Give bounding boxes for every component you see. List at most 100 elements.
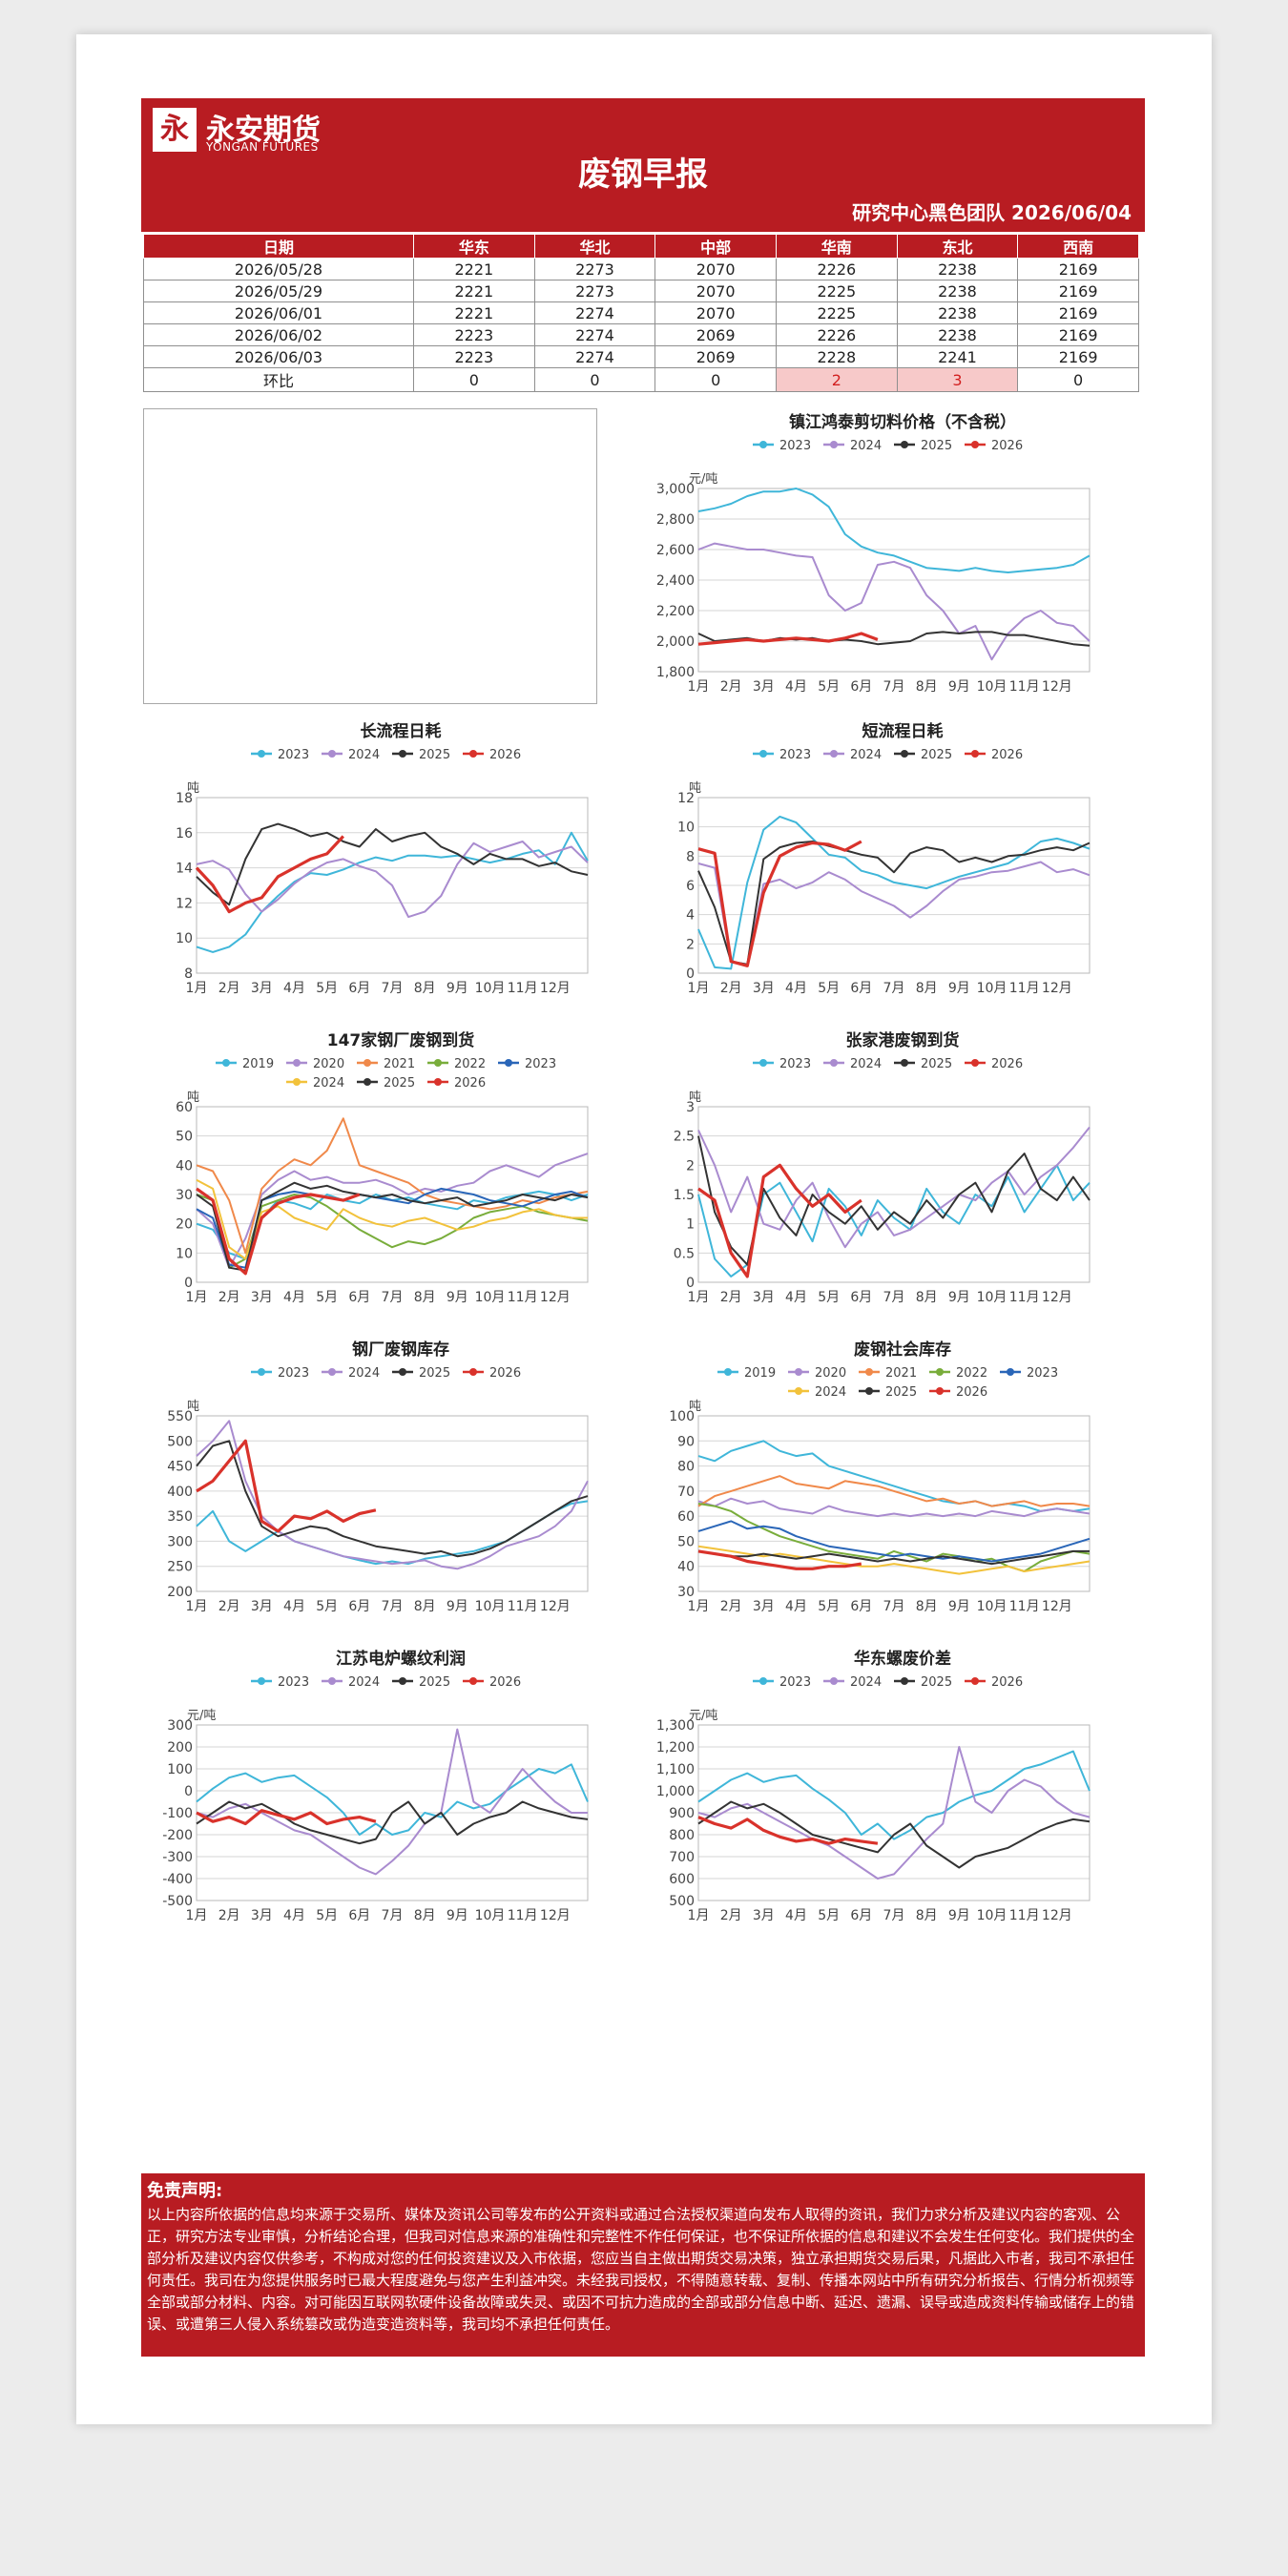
- price-cell: 2221: [413, 258, 535, 280]
- legend-item: 2023: [1000, 1366, 1058, 1381]
- x-tick-label: 6月: [850, 679, 872, 695]
- y-tick-label: 2.5: [674, 1130, 695, 1145]
- y-tick-label: 1,000: [656, 1784, 695, 1799]
- x-tick-label: 1月: [186, 1908, 208, 1923]
- price-cell: 2069: [654, 323, 777, 346]
- table-row: 2026/06/02 2223 2274 2069 2226 2238 2169: [142, 323, 1139, 346]
- x-tick-label: 11月: [1009, 1908, 1040, 1923]
- column-header: 西南: [1017, 234, 1139, 259]
- y-tick-label: 1,100: [656, 1762, 695, 1777]
- legend-item: 2024: [823, 439, 882, 453]
- price-cell: 2274: [533, 301, 656, 324]
- x-tick-label: 9月: [447, 981, 468, 996]
- x-tick-label: 1月: [688, 1599, 710, 1614]
- chart-zhangjiagang: 2023 2024 2025 2026 0 0.5 1 1.5 2 2.5 3吨 1月 2月 3月 4月 5月…: [674, 1057, 1091, 1305]
- y-axis-unit: 吨: [689, 1400, 701, 1414]
- legend-label: 2026: [489, 748, 521, 762]
- legend-label: 2026: [454, 1076, 486, 1091]
- y-tick-label: 50: [176, 1130, 193, 1145]
- series-line-2025: [697, 841, 1091, 966]
- plot-frame: [697, 488, 1091, 673]
- x-tick-label: 12月: [1042, 1908, 1072, 1923]
- legend-label: 2025: [885, 1385, 917, 1400]
- legend-item: 2023: [251, 748, 309, 762]
- price-cell: 2221: [413, 280, 535, 302]
- y-tick-label: 350: [167, 1509, 193, 1525]
- x-tick-label: 1月: [688, 679, 710, 695]
- y-tick-label: 0: [184, 1276, 193, 1291]
- y-tick-label: 500: [669, 1894, 695, 1909]
- price-cell: 2070: [654, 258, 777, 280]
- legend-item: 2024: [322, 1366, 380, 1381]
- x-tick-label: 4月: [785, 1290, 807, 1305]
- report-title: 废钢早报: [578, 156, 708, 194]
- y-tick-label: 8: [686, 849, 695, 864]
- table-row: 2026/05/28 2221 2273 2070 2226 2238 2169: [142, 258, 1139, 280]
- date-cell: 2026/05/29: [142, 280, 415, 302]
- x-tick-label: 4月: [283, 981, 305, 996]
- chart-title: 江苏电炉螺纹利润: [336, 1650, 466, 1669]
- price-cell: 2223: [413, 323, 535, 346]
- x-tick-label: 4月: [283, 1908, 305, 1923]
- column-header: 华东: [413, 234, 535, 259]
- y-axis-unit: 元/吨: [187, 1709, 216, 1723]
- series-line-2025: [697, 1800, 1091, 1869]
- x-tick-label: 4月: [785, 1599, 807, 1614]
- legend-item: 2024: [286, 1076, 344, 1091]
- x-tick-label: 10月: [475, 1290, 506, 1305]
- series-line-2026: [697, 1163, 862, 1278]
- x-tick-label: 11月: [508, 981, 538, 996]
- series-line-2026: [196, 1439, 377, 1533]
- x-tick-label: 11月: [508, 1908, 538, 1923]
- x-tick-label: 4月: [785, 1908, 807, 1923]
- y-axis-unit: 吨: [689, 781, 701, 796]
- chart-title: 废钢社会库存: [854, 1340, 951, 1360]
- team-date: 研究中心黑色团队 2026/06/04: [852, 201, 1132, 224]
- x-tick-label: 7月: [883, 981, 905, 996]
- x-tick-label: 6月: [348, 1908, 370, 1923]
- chart-east-china-spread: 2023 2024 2025 2026 500 600 700 800 900 1,000 1,10…: [656, 1675, 1091, 1923]
- legend-item: 2025: [392, 1675, 450, 1690]
- legend-label: 2021: [384, 1057, 415, 1071]
- y-tick-label: 16: [176, 826, 193, 841]
- x-tick-label: 11月: [508, 1290, 538, 1305]
- change-cell: 3: [896, 367, 1019, 392]
- chart-title: 镇江鸿泰剪切料价格（不含税）: [789, 413, 1016, 432]
- series-line-2025: [196, 1181, 589, 1272]
- x-tick-label: 10月: [977, 1908, 1008, 1923]
- x-tick-label: 4月: [785, 679, 807, 695]
- legend-item: 2026: [463, 1675, 521, 1690]
- legend-label: 2025: [921, 748, 952, 762]
- x-tick-label: 5月: [818, 981, 840, 996]
- x-tick-label: 7月: [382, 1908, 404, 1923]
- plot-frame: [697, 797, 1091, 974]
- legend-item: 2023: [251, 1675, 309, 1690]
- x-tick-label: 12月: [1042, 679, 1072, 695]
- x-tick-label: 8月: [414, 1908, 436, 1923]
- y-tick-label: 2,400: [656, 573, 695, 589]
- y-tick-label: 1: [686, 1217, 695, 1233]
- legend-item: 2025: [894, 439, 952, 453]
- series-line-2019: [697, 1440, 1091, 1512]
- price-cell: 2225: [775, 301, 898, 324]
- y-tick-label: 30: [677, 1585, 695, 1600]
- y-tick-label: 0: [686, 966, 695, 982]
- change-row: 环比 0 0 0 2 3 0: [142, 367, 1139, 392]
- legend-item: 2020: [286, 1057, 344, 1071]
- legend-item: 2026: [463, 748, 521, 762]
- y-tick-label: 300: [167, 1534, 193, 1549]
- y-tick-label: 600: [669, 1872, 695, 1887]
- x-tick-label: 4月: [283, 1290, 305, 1305]
- chart-title: 张家港废钢到货: [845, 1031, 960, 1050]
- chart-title: 短流程日耗: [862, 722, 944, 741]
- y-tick-label: 2,600: [656, 543, 695, 558]
- series-line-2020: [697, 1497, 1091, 1518]
- series-line-2024: [196, 1178, 588, 1260]
- legend-label: 2024: [850, 1057, 882, 1071]
- legend-item: 2021: [859, 1366, 917, 1381]
- date-cell: 2026/06/03: [142, 345, 415, 368]
- price-cell: 2241: [896, 345, 1019, 368]
- x-tick-label: 10月: [475, 1908, 506, 1923]
- y-tick-label: 400: [167, 1485, 193, 1500]
- legend-label: 2023: [779, 1057, 811, 1071]
